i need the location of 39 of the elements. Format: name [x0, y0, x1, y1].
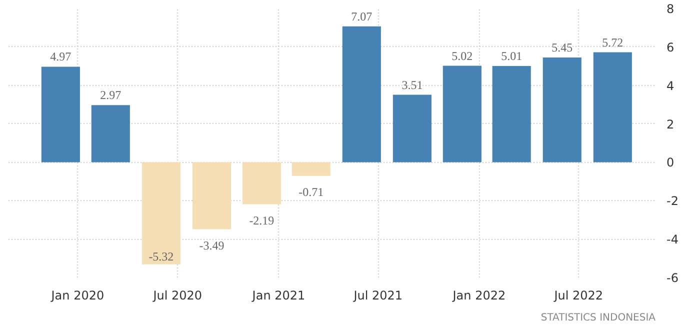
bar	[342, 26, 381, 162]
bar	[492, 66, 531, 162]
y-tick-label: 8	[666, 2, 674, 16]
y-tick-label: 0	[666, 156, 674, 170]
data-label: 5.01	[501, 48, 522, 63]
data-label: -3.49	[199, 238, 224, 252]
bar	[192, 162, 231, 230]
data-label: 3.51	[402, 78, 423, 92]
x-tick-label: Jan 2020	[50, 288, 104, 302]
x-tick-label: Jan 2021	[251, 288, 306, 302]
bar	[392, 94, 432, 162]
y-tick-label: 4	[666, 78, 674, 93]
x-tick-label: Jul 2022	[553, 288, 604, 302]
bar	[242, 162, 281, 204]
bar	[542, 57, 582, 162]
bar	[142, 162, 180, 264]
data-label: 2.97	[100, 88, 122, 102]
y-tick-label: -4	[666, 232, 678, 247]
data-label: -0.71	[298, 184, 324, 199]
data-label: 5.45	[552, 40, 573, 54]
y-tick-label: -6	[666, 271, 678, 285]
data-label: -5.32	[148, 249, 174, 264]
bar	[41, 66, 80, 162]
bar	[442, 66, 482, 162]
x-tick-label: Jan 2022	[452, 288, 506, 302]
y-tick-label: 2	[666, 117, 674, 132]
text: STATISTICS INDONESIA	[540, 312, 656, 324]
x-tick-label: Jul 2021	[352, 288, 403, 302]
bar	[292, 162, 330, 176]
data-label: 5.72	[602, 35, 624, 50]
y-tick-label: 6	[666, 40, 674, 54]
y-tick-label: -2	[666, 194, 678, 208]
data-label: -2.19	[249, 213, 274, 228]
data-label: 4.97	[50, 50, 72, 64]
bar	[593, 52, 632, 162]
data-label: 5.02	[452, 48, 473, 63]
x-tick-label: Jul 2020	[152, 288, 202, 302]
bar	[91, 105, 130, 162]
data-label: 7.07	[351, 9, 372, 24]
